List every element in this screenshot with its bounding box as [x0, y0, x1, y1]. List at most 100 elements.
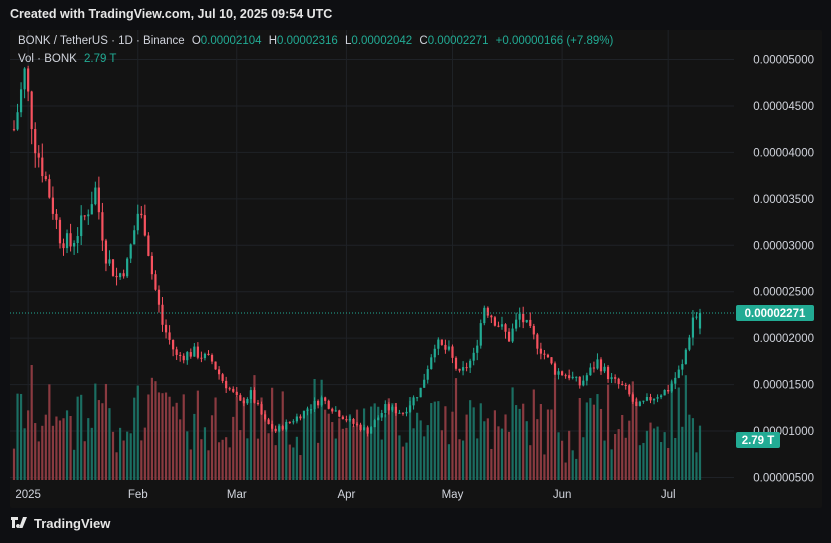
volume-bar: [76, 396, 79, 480]
candle: [295, 413, 298, 424]
volume-bar: [628, 420, 631, 480]
volume-bar: [260, 397, 263, 480]
y-tick-label: 0.00002000: [753, 333, 814, 345]
candle: [34, 122, 37, 168]
candle: [186, 351, 189, 365]
volume-bar: [140, 440, 143, 480]
candle-body: [292, 421, 295, 423]
candle: [571, 371, 574, 380]
ohlc-legend: BONK / TetherUS · 1D · Binance O0.000021…: [18, 35, 617, 47]
volume-bar: [225, 437, 228, 480]
volume-bar: [207, 450, 210, 480]
candle-body: [179, 354, 182, 356]
candle: [447, 340, 451, 352]
candle: [27, 65, 30, 102]
candle: [115, 267, 118, 286]
candle: [129, 243, 132, 264]
candle: [126, 257, 129, 279]
candle: [306, 406, 309, 416]
volume-bar: [51, 425, 54, 480]
volume-bar: [695, 452, 698, 480]
volume-bar: [341, 428, 344, 480]
y-tick-label: 0.00003000: [753, 240, 814, 252]
candle-body: [684, 349, 687, 365]
candle: [377, 415, 380, 421]
volume-bar: [274, 445, 277, 480]
volume-bar: [309, 404, 313, 480]
candle-body: [232, 388, 235, 392]
footer-brand[interactable]: TradingView: [10, 516, 110, 531]
candle-body: [157, 289, 161, 305]
candle: [210, 353, 214, 365]
volume-bar: [684, 375, 687, 480]
candle-body: [617, 378, 620, 384]
candle-body: [408, 405, 412, 412]
candle-body: [175, 349, 178, 355]
volume-bar: [69, 415, 72, 480]
candle: [546, 353, 550, 359]
candle: [150, 252, 154, 280]
volume-bar: [451, 411, 454, 480]
candle: [331, 407, 334, 414]
candle: [228, 386, 231, 391]
candle-body: [90, 204, 93, 215]
volume-bar: [490, 448, 493, 480]
symbol-label[interactable]: BONK / TetherUS · 1D · Binance: [18, 35, 185, 47]
volume-bar: [317, 442, 320, 480]
volume-label[interactable]: Vol · BONK: [18, 53, 77, 65]
candle-body: [621, 383, 624, 385]
candle-body: [663, 390, 666, 396]
volume-bar: [553, 377, 557, 480]
candle: [217, 366, 221, 380]
volume-bar: [405, 442, 408, 480]
candle-body: [196, 346, 199, 358]
candle: [133, 225, 136, 245]
candle-body: [433, 348, 436, 358]
candle-body: [320, 397, 323, 406]
volume-bar: [550, 409, 553, 480]
candle: [324, 396, 327, 405]
volume-bar: [129, 433, 132, 480]
candle: [408, 400, 412, 414]
candle: [596, 353, 599, 370]
volume-bar: [416, 412, 419, 480]
volume-bar: [306, 408, 309, 480]
volume-bar: [483, 421, 486, 480]
volume-bar: [642, 442, 645, 480]
candle: [543, 350, 546, 360]
candle-body: [97, 187, 100, 213]
candle-body: [677, 369, 680, 378]
volume-bar: [143, 427, 146, 480]
candle: [522, 306, 525, 329]
candle: [249, 386, 253, 404]
candle: [684, 348, 687, 365]
candle-body: [345, 419, 348, 421]
candle: [370, 426, 373, 434]
chart-panel[interactable]: 0.00005000 0.00004500 0.00004000 0.00003500…: [10, 30, 822, 508]
candlestick-chart[interactable]: 0.00005000 0.00004500 0.00004000 0.00003500…: [10, 30, 822, 508]
volume-bar: [19, 393, 23, 480]
y-tick-label: 0.00002500: [753, 287, 814, 299]
candle: [200, 351, 203, 363]
volume-bar: [621, 414, 624, 480]
volume-bar: [94, 383, 97, 480]
candle: [423, 373, 426, 388]
candle: [87, 209, 90, 225]
y-tick-label: 0.00004500: [753, 101, 814, 113]
volume-bar: [239, 430, 242, 480]
candle: [645, 393, 649, 402]
candle: [553, 361, 557, 378]
candle: [638, 400, 641, 407]
candle-body: [373, 420, 376, 428]
candle: [341, 415, 344, 420]
candle-body: [73, 243, 76, 247]
volume-bar: [656, 426, 659, 480]
candle-body: [377, 417, 380, 421]
candle: [560, 370, 564, 376]
volume-bar: [235, 396, 238, 480]
volume-bar: [557, 432, 560, 480]
volume-bar: [543, 454, 546, 480]
candle: [221, 372, 224, 384]
volume-bar: [154, 381, 157, 480]
candle: [589, 363, 592, 376]
